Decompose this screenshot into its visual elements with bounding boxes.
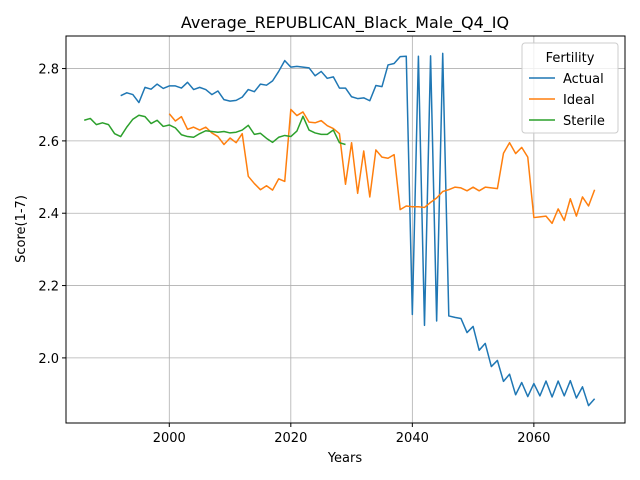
y-tick-label: 2.4 [38,207,59,222]
series-line-ideal [168,108,596,225]
legend-label-sterile: Sterile [563,114,605,129]
legend-box [521,42,619,134]
chart-title: Average_REPUBLICAN_Black_Male_Q4_IQ [181,13,509,33]
axis-ticks: 2000 2020 2040 2060 2.0 2.2 2.4 2.6 2.8 [38,63,550,446]
legend: Fertility Actual Ideal Sterile [521,42,619,134]
legend-label-actual: Actual [563,72,604,87]
x-tick-label: 2060 [517,431,550,446]
y-tick-label: 2.2 [38,280,59,295]
x-tick-label: 2020 [274,431,307,446]
y-axis-label: Score(1-7) [14,195,29,263]
legend-label-ideal: Ideal [563,93,595,108]
x-axis-label: Years [327,451,363,466]
y-tick-label: 2.6 [38,135,59,150]
x-tick-label: 2040 [396,431,429,446]
plot-frame [65,35,626,424]
series-line-sterile [84,114,346,146]
x-tick-label: 2000 [153,431,186,446]
y-tick-label: 2.0 [38,352,59,367]
series-line-actual [120,52,596,407]
legend-title: Fertility [546,51,595,66]
series-lines [84,52,596,407]
y-tick-label: 2.8 [38,63,59,78]
